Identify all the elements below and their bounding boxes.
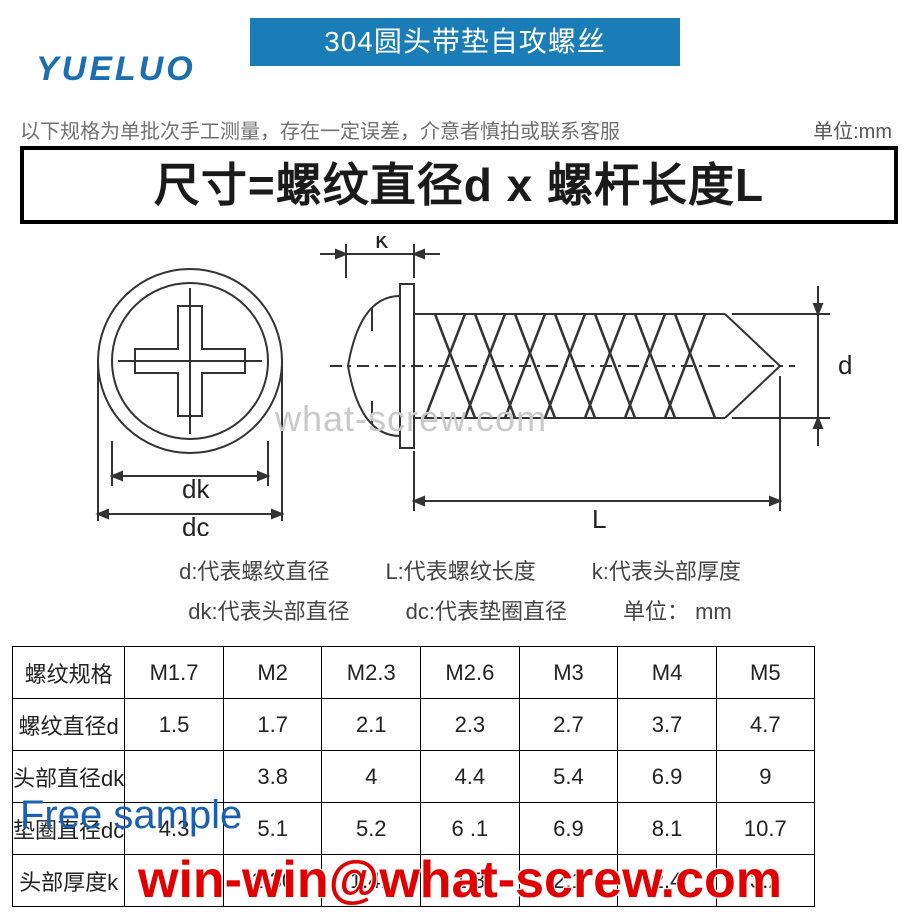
legend-d: d:代表螺纹直径: [179, 552, 329, 592]
table-cell: 8.1: [618, 803, 717, 855]
label-d: d: [838, 350, 852, 380]
email-overlay: win-win@what-screw.com: [0, 850, 920, 910]
table-cell: 5.2: [322, 803, 421, 855]
table-cell: 9: [716, 751, 814, 803]
table-cell: 3.7: [618, 699, 717, 751]
legend-dc: dc:代表垫圈直径: [406, 592, 567, 632]
table-cell: 6 .1: [421, 803, 520, 855]
table-header: M2: [223, 647, 322, 699]
table-cell: 1.7: [223, 699, 322, 751]
legend: d:代表螺纹直径 L:代表螺纹长度 k:代表头部厚度 dk:代表头部直径 dc:…: [0, 552, 920, 632]
legend-unit: 单位： mm: [623, 592, 732, 632]
table-cell: 6.9: [618, 751, 717, 803]
brand-logo: YUELUO: [36, 50, 196, 89]
table-header: M2.6: [421, 647, 520, 699]
table-cell: 6.9: [519, 803, 618, 855]
unit-label-top: 单位:mm: [813, 115, 892, 144]
legend-l: L:代表螺纹长度: [385, 552, 535, 592]
table-header: 螺纹规格: [13, 647, 125, 699]
label-dk: dk: [182, 474, 210, 504]
table-cell: 5.4: [519, 751, 618, 803]
label-dc: dc: [182, 512, 209, 536]
measurement-note: 以下规格为单批次手工测量，存在一定误差，介意者慎拍或联系客服: [20, 115, 900, 144]
table-header: M2.3: [322, 647, 421, 699]
screw-diagram: dk dc k d L: [20, 236, 900, 536]
legend-k: k:代表头部厚度: [592, 552, 741, 592]
table-cell: 螺纹直径d: [13, 699, 125, 751]
table-cell: 4.4: [421, 751, 520, 803]
legend-dk: dk:代表头部直径: [188, 592, 349, 632]
table-cell: 2.3: [421, 699, 520, 751]
table-header: M4: [618, 647, 717, 699]
label-l: L: [592, 504, 606, 534]
table-cell: 4.7: [716, 699, 814, 751]
header-banner: 304圆头带垫自攻螺丝: [250, 18, 680, 66]
table-header: M1.7: [125, 647, 224, 699]
table-row: 螺纹直径d1.51.72.12.32.73.74.7: [13, 699, 815, 751]
table-cell: 4: [322, 751, 421, 803]
table-cell: 2.7: [519, 699, 618, 751]
size-formula: 尺寸=螺纹直径d x 螺杆长度L: [20, 146, 898, 224]
label-k: k: [375, 236, 389, 254]
table-cell: 2.1: [322, 699, 421, 751]
table-cell: 1.5: [125, 699, 224, 751]
table-cell: 10.7: [716, 803, 814, 855]
free-sample-overlay: Free sample: [20, 793, 242, 838]
table-header: M5: [716, 647, 814, 699]
table-header: M3: [519, 647, 618, 699]
